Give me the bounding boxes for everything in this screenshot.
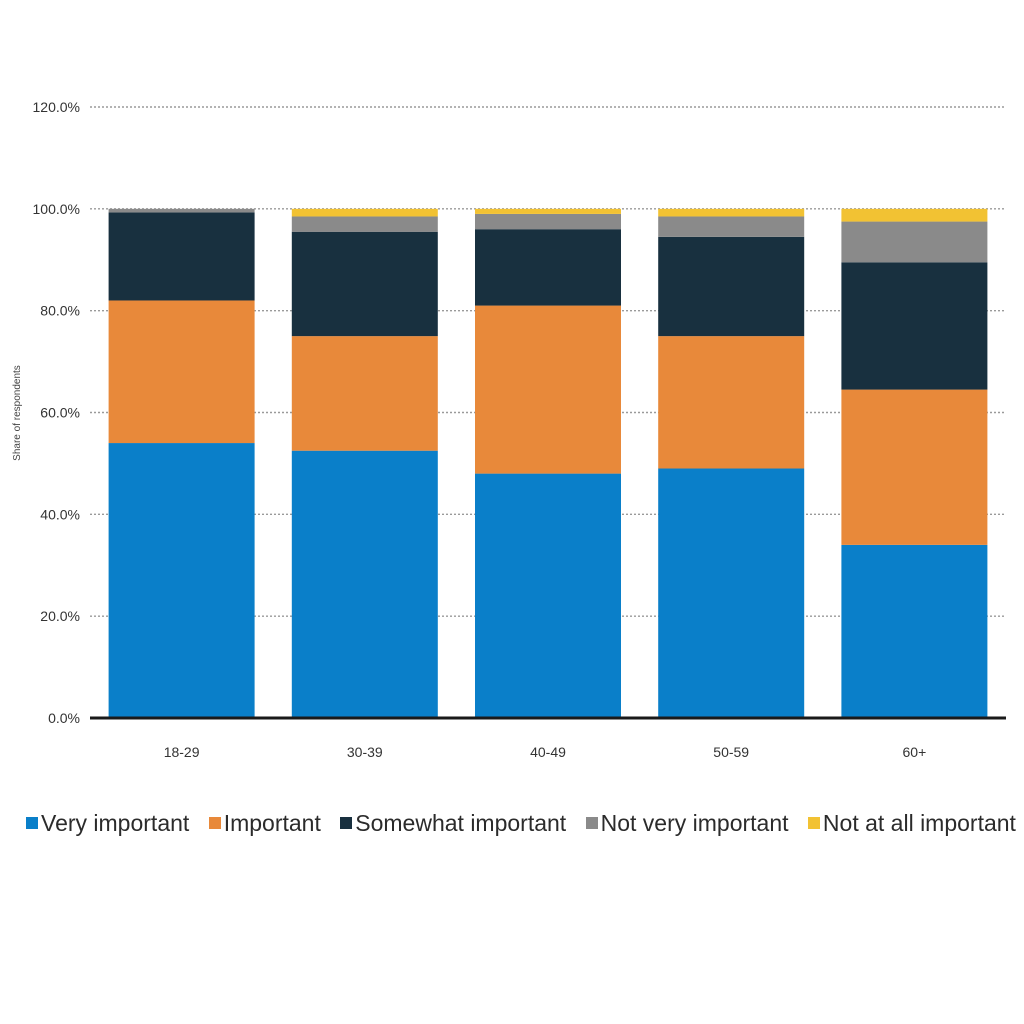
legend-swatch bbox=[26, 817, 38, 829]
bar-segment bbox=[658, 208, 805, 217]
y-tick-label: 120.0% bbox=[33, 99, 80, 115]
bar-segment bbox=[291, 450, 438, 718]
y-axis-label: Share of respondents bbox=[12, 365, 23, 461]
x-tick-label: 50-59 bbox=[713, 744, 749, 760]
bar-segment bbox=[291, 231, 438, 337]
y-tick-label: 60.0% bbox=[40, 405, 80, 421]
bar-segment bbox=[475, 305, 621, 474]
bar-segment bbox=[841, 389, 988, 545]
legend: Very important Important Somewhat importan… bbox=[26, 806, 1016, 840]
bar-segment bbox=[108, 300, 255, 444]
bar-segment bbox=[841, 262, 988, 390]
legend-item: Very important bbox=[26, 810, 189, 837]
bar-segment bbox=[108, 208, 255, 213]
x-tick-label: 30-39 bbox=[347, 744, 383, 760]
y-tick-label: 20.0% bbox=[40, 608, 80, 624]
bar-segment bbox=[658, 236, 805, 337]
x-tick-labels: 18-29 30-39 40-49 50-59 60+ bbox=[164, 744, 927, 760]
y-tick-label: 40.0% bbox=[40, 506, 80, 522]
legend-swatch bbox=[340, 817, 353, 829]
bar-segment bbox=[475, 213, 621, 230]
legend-item: Not at all important bbox=[807, 809, 1016, 837]
bars bbox=[108, 208, 988, 718]
y-tick-label: 80.0% bbox=[40, 303, 80, 319]
x-tick-label: 60+ bbox=[903, 744, 927, 760]
legend-swatch bbox=[807, 817, 820, 829]
bar-segment bbox=[291, 216, 438, 232]
bar-segment bbox=[658, 336, 805, 469]
bar-segment bbox=[841, 208, 988, 222]
legend-label: Not at all important bbox=[822, 809, 1016, 836]
bar-segment bbox=[841, 544, 988, 718]
bar-segment bbox=[841, 221, 988, 263]
legend-label: Very important bbox=[41, 809, 190, 836]
legend-label: Somewhat important bbox=[355, 809, 567, 836]
stacked-bar-chart: 0.0% 20.0% 40.0% 60.0% 80.0% 100.0% 120.0% 18-… bbox=[12, 99, 1006, 760]
x-tick-label: 40-49 bbox=[530, 744, 566, 760]
bar-segment bbox=[108, 212, 255, 301]
y-tick-label: 100.0% bbox=[33, 201, 80, 217]
legend-label: Not very important bbox=[600, 809, 789, 836]
legend-label: Important bbox=[223, 809, 321, 836]
legend-item: Important bbox=[208, 809, 321, 837]
legend-swatch bbox=[585, 817, 598, 829]
bar-segment bbox=[658, 216, 805, 237]
bar-segment bbox=[658, 468, 805, 718]
bar-segment bbox=[475, 208, 621, 214]
y-tick-label: 0.0% bbox=[48, 710, 80, 726]
bar-segment bbox=[291, 208, 438, 217]
bar-segment bbox=[108, 443, 255, 718]
legend-item: Not very important bbox=[585, 809, 789, 837]
y-tick-labels: 0.0% 20.0% 40.0% 60.0% 80.0% 100.0% 120.0% bbox=[33, 99, 80, 726]
bar-segment bbox=[291, 336, 438, 451]
bar-segment bbox=[475, 229, 621, 306]
legend-item: Somewhat important bbox=[340, 810, 566, 837]
legend-swatch bbox=[208, 817, 221, 829]
x-tick-label: 18-29 bbox=[164, 744, 200, 760]
bar-segment bbox=[475, 473, 621, 718]
